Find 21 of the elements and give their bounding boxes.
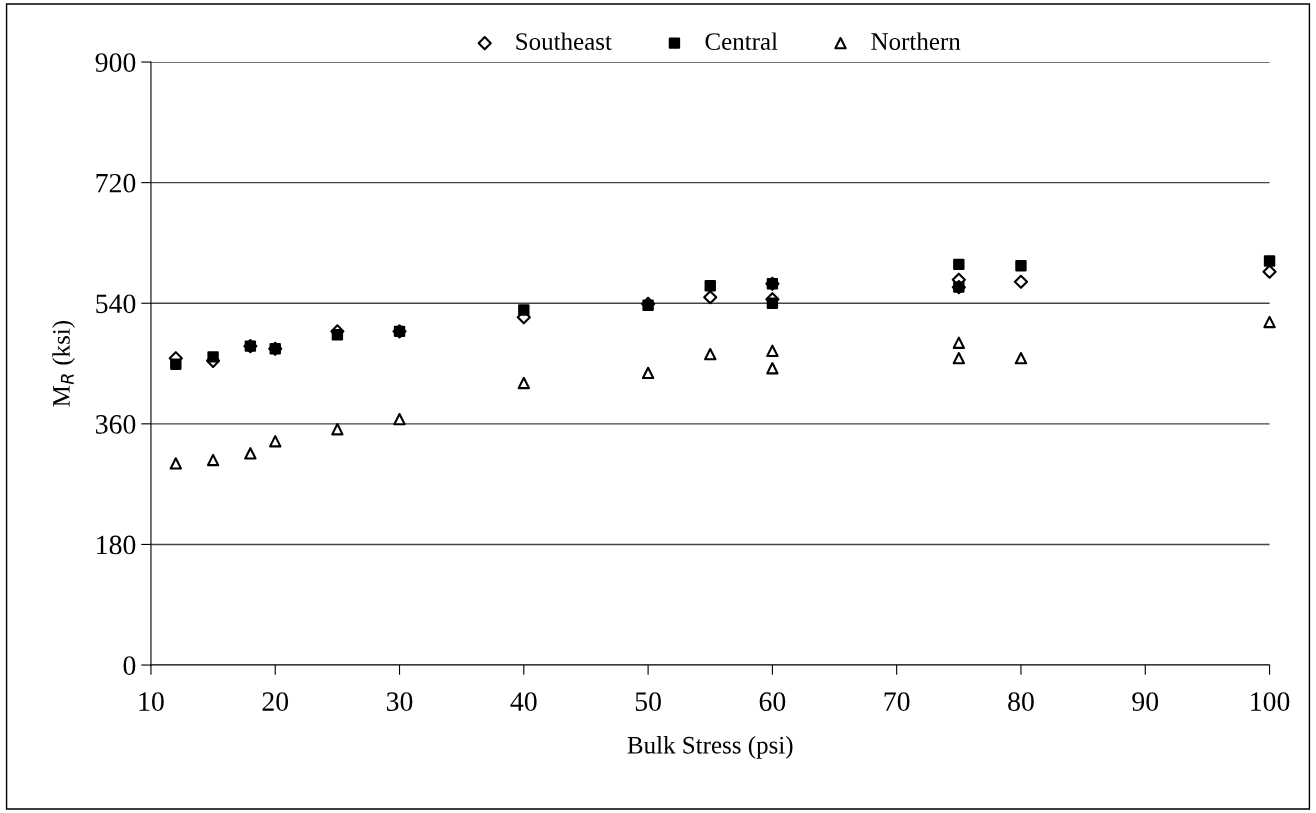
x-tick-label: 20 [262,692,289,711]
x-tick-label: 90 [1132,692,1159,711]
x-tick-label: 70 [884,692,910,711]
y-tick-label: 900 [95,53,136,72]
y-tick-label: 360 [96,415,136,434]
x-axis-title: Bulk Stress (psi) [627,736,793,759]
y-axis-title: M$_{R}$ (ksi) [52,321,75,407]
legend-label: Central [705,32,778,50]
y-tick-label: 540 [96,294,136,314]
y-tick-label: 720 [96,173,136,193]
x-tick-label: 30 [386,692,413,711]
y-tick-label: 180 [97,535,136,555]
y-tick-label: 0 [123,656,136,675]
x-tick-label: 10 [139,692,164,711]
x-tick-label: 60 [759,692,786,711]
legend-label: Southeast [516,32,612,50]
x-tick-label: 50 [635,692,661,711]
x-tick-label: 80 [1008,692,1034,711]
x-tick-label: 100 [1251,692,1290,711]
x-tick-label: 40 [510,692,537,711]
legend-label: Northern [871,32,961,50]
